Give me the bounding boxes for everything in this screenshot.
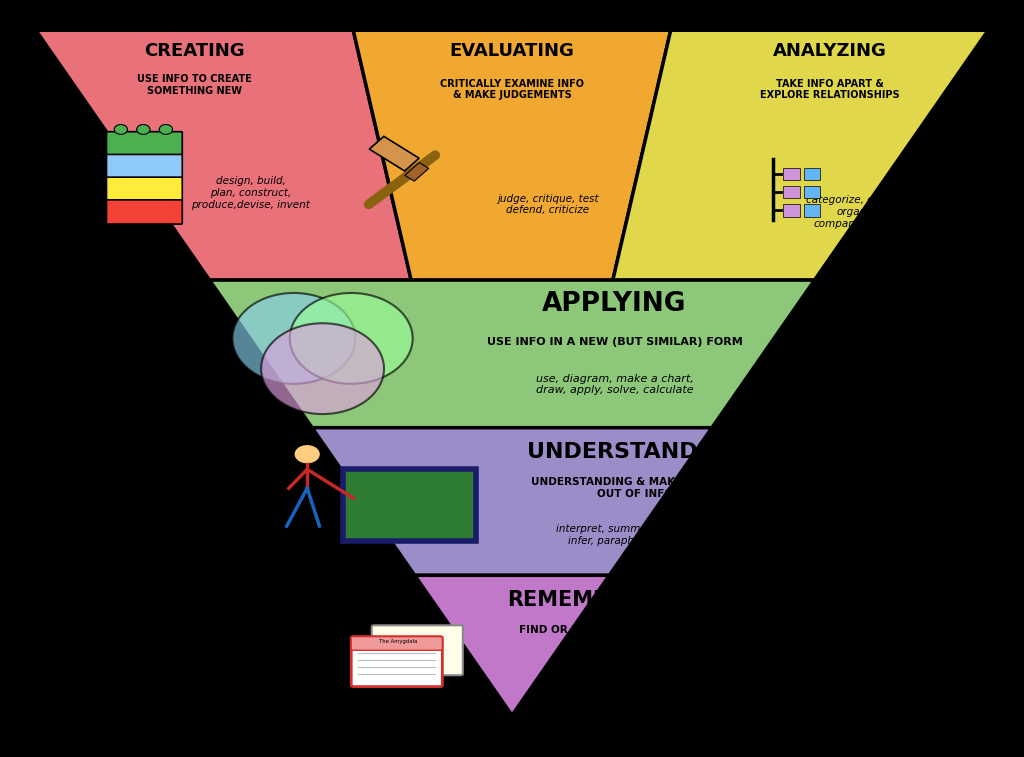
- Text: judge, critique, test
defend, criticize: judge, critique, test defend, criticize: [497, 194, 599, 215]
- Text: use, diagram, make a chart,
draw, apply, solve, calculate: use, diagram, make a chart, draw, apply,…: [536, 374, 693, 395]
- Text: interpret, summarize, explain,
infer, paraphrase, discuss: interpret, summarize, explain, infer, pa…: [556, 525, 714, 546]
- Bar: [804, 186, 820, 198]
- Polygon shape: [370, 136, 419, 171]
- Bar: [804, 168, 820, 180]
- Polygon shape: [404, 163, 429, 181]
- Text: FIND OR REMEMBER INFO: FIND OR REMEMBER INFO: [518, 625, 670, 635]
- Polygon shape: [353, 30, 671, 280]
- Bar: [804, 204, 820, 217]
- Text: design, build,
plan, construct,
produce,devise, invent: design, build, plan, construct, produce,…: [191, 176, 310, 210]
- Polygon shape: [312, 428, 712, 575]
- Polygon shape: [210, 280, 814, 428]
- FancyBboxPatch shape: [351, 637, 442, 687]
- Bar: [343, 469, 476, 541]
- Text: list, find, name, identify,
locate, describe,
memorize, define: list, find, name, identify, locate, desc…: [572, 659, 697, 692]
- FancyBboxPatch shape: [351, 637, 442, 650]
- Circle shape: [261, 323, 384, 414]
- FancyBboxPatch shape: [106, 154, 182, 179]
- Polygon shape: [36, 30, 412, 280]
- Bar: [783, 186, 800, 198]
- FancyBboxPatch shape: [106, 132, 182, 156]
- Text: REMEMBERING: REMEMBERING: [507, 590, 681, 609]
- Text: UNDERSTANDING: UNDERSTANDING: [527, 442, 742, 462]
- Bar: [783, 204, 800, 217]
- Text: APPLYING: APPLYING: [542, 291, 687, 317]
- Circle shape: [290, 293, 413, 384]
- Text: CREATING: CREATING: [144, 42, 245, 61]
- Text: categorize, examine,
organize,
compare/contrast: categorize, examine, organize, compare/c…: [806, 195, 914, 229]
- Text: The Amygdala: The Amygdala: [379, 640, 417, 644]
- Text: ANALYZING: ANALYZING: [772, 42, 887, 61]
- FancyBboxPatch shape: [106, 200, 182, 224]
- Text: TAKE INFO APART &
EXPLORE RELATIONSHIPS: TAKE INFO APART & EXPLORE RELATIONSHIPS: [760, 79, 899, 100]
- Text: USE INFO IN A NEW (BUT SIMILAR) FORM: USE INFO IN A NEW (BUT SIMILAR) FORM: [486, 337, 742, 347]
- Text: USE INFO TO CREATE
SOMETHING NEW: USE INFO TO CREATE SOMETHING NEW: [137, 74, 252, 95]
- Circle shape: [160, 125, 173, 134]
- Polygon shape: [415, 575, 609, 715]
- Text: CRITICALLY EXAMINE INFO
& MAKE JUDGEMENTS: CRITICALLY EXAMINE INFO & MAKE JUDGEMENT…: [440, 79, 584, 100]
- FancyBboxPatch shape: [372, 625, 463, 675]
- Circle shape: [232, 293, 355, 384]
- Text: EVALUATING: EVALUATING: [450, 42, 574, 61]
- Circle shape: [137, 125, 151, 134]
- Polygon shape: [612, 30, 988, 280]
- FancyBboxPatch shape: [106, 177, 182, 201]
- Bar: [343, 469, 476, 541]
- Bar: [783, 168, 800, 180]
- Text: UNDERSTANDING & MAKING SENSE
OUT OF INFO: UNDERSTANDING & MAKING SENSE OUT OF INFO: [531, 478, 738, 499]
- Circle shape: [115, 125, 128, 134]
- Circle shape: [294, 444, 321, 464]
